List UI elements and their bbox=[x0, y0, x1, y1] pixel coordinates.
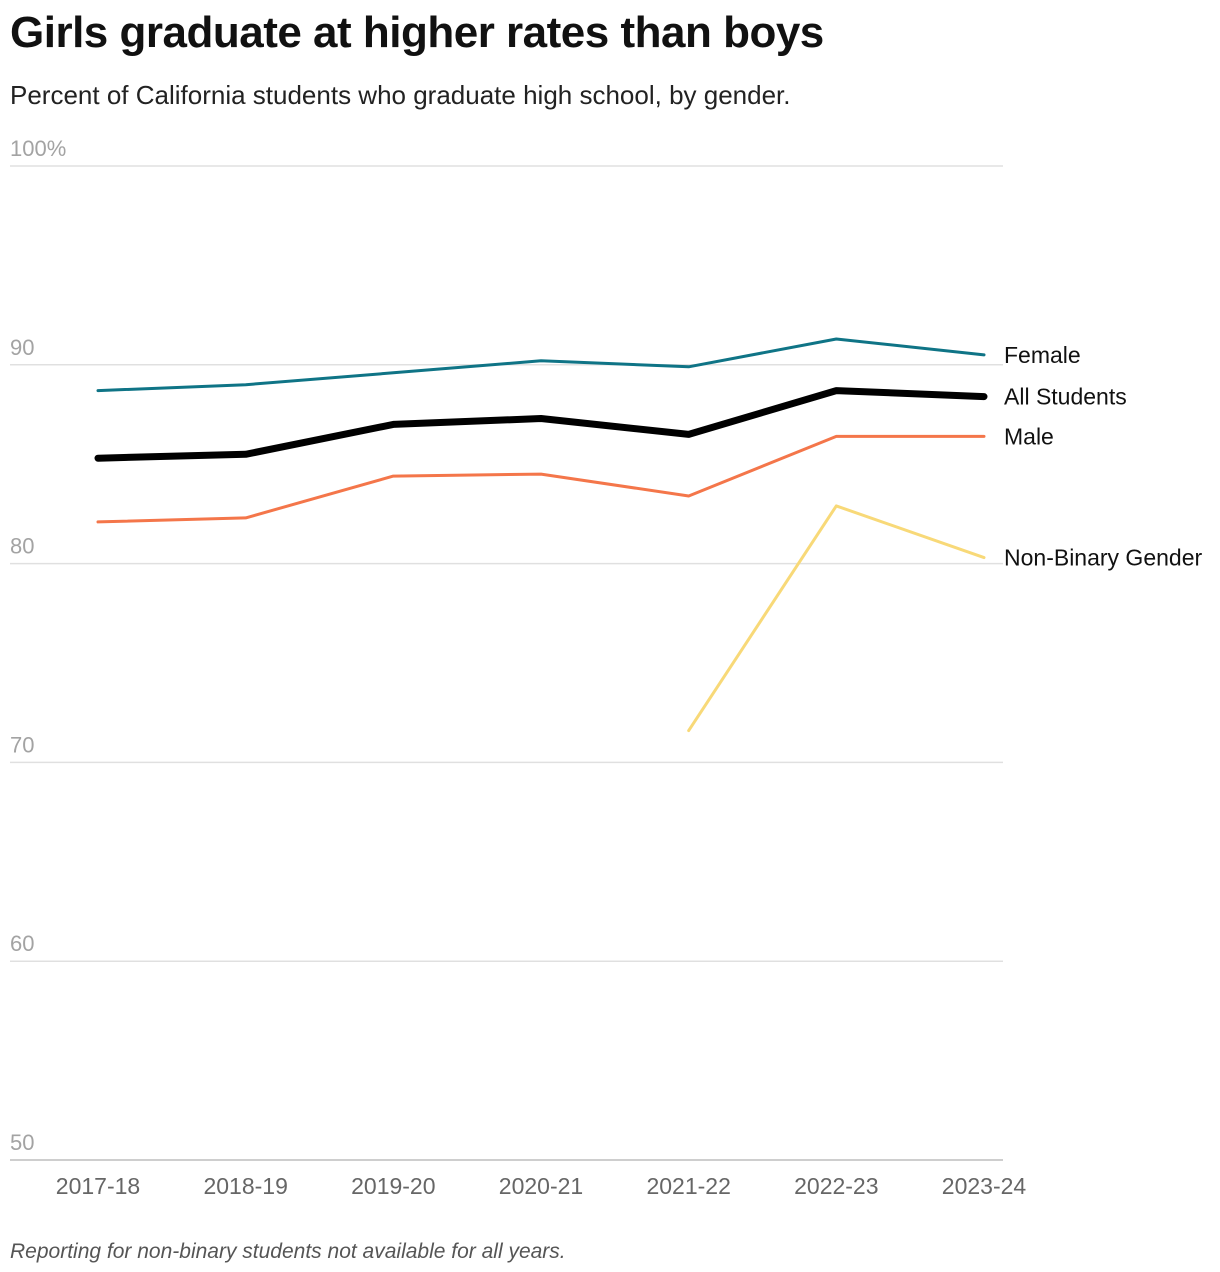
series-label-all-students: All Students bbox=[1004, 384, 1127, 410]
x-tick-label: 2019-20 bbox=[351, 1173, 435, 1199]
x-axis-ticks: 2017-18 2018-19 2019-20 2020-21 2021-22 2022-… bbox=[56, 1173, 1027, 1199]
y-tick-label: 100% bbox=[10, 136, 66, 161]
x-tick-label: 2022-23 bbox=[794, 1173, 878, 1199]
series-line-male bbox=[96, 434, 986, 524]
series-label-male: Male bbox=[1004, 423, 1054, 449]
series-line-all-students bbox=[94, 387, 988, 462]
gridlines bbox=[10, 165, 1003, 1161]
series-line-non-binary-gender bbox=[687, 504, 986, 733]
y-tick-label: 80 bbox=[10, 534, 34, 559]
x-tick-label: 2023-24 bbox=[942, 1173, 1027, 1199]
series-label-female: Female bbox=[1004, 342, 1081, 368]
y-tick-label: 60 bbox=[10, 931, 34, 956]
series-labels: Female All Students Male Non-Binary Gender bbox=[1004, 342, 1202, 571]
x-tick-label: 2017-18 bbox=[56, 1173, 140, 1199]
series-lines bbox=[94, 337, 988, 733]
x-tick-label: 2018-19 bbox=[203, 1173, 287, 1199]
chart-title: Girls graduate at higher rates than boys bbox=[10, 8, 824, 57]
chart-footnote: Reporting for non-binary students not av… bbox=[10, 1240, 566, 1263]
chart-subtitle: Percent of California students who gradu… bbox=[10, 80, 791, 110]
y-tick-label: 90 bbox=[10, 335, 34, 360]
series-line-female bbox=[96, 337, 986, 393]
x-tick-label: 2020-21 bbox=[499, 1173, 583, 1199]
y-tick-label: 70 bbox=[10, 732, 34, 757]
y-axis-ticks: 50 60 70 80 90 100% bbox=[10, 136, 66, 1155]
x-tick-label: 2021-22 bbox=[646, 1173, 730, 1199]
series-label-non-binary-gender: Non-Binary Gender bbox=[1004, 545, 1202, 571]
y-tick-label: 50 bbox=[10, 1130, 34, 1155]
